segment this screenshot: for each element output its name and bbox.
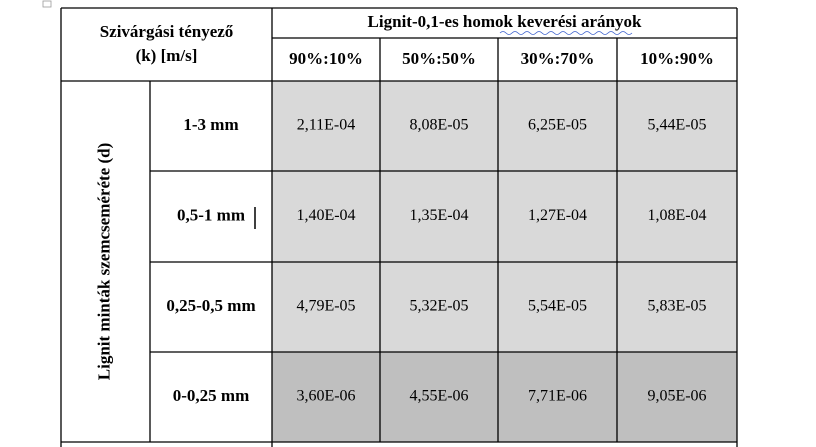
cell-shading [617, 171, 737, 262]
cell-shading [380, 81, 498, 171]
column-header: 10%:90% [640, 49, 714, 68]
cell-value: 4,79E-05 [296, 298, 355, 315]
row-label: 1-3 mm [183, 115, 238, 134]
row-label: 0,25-0,5 mm [166, 296, 255, 315]
cell-shading [380, 171, 498, 262]
group-header: Lignit-0,1-es homok keverési arányok [368, 12, 642, 31]
column-header: 50%:50% [402, 49, 476, 68]
cell-shading [380, 262, 498, 352]
cell-shading [498, 81, 617, 171]
cell-value: 3,60E-06 [296, 388, 355, 405]
cell-value: 5,32E-05 [409, 298, 468, 315]
corner-header: Szivárgási tényező [100, 22, 234, 41]
row-label: 0-0,25 mm [173, 386, 249, 405]
cell-shading [272, 352, 380, 442]
spellcheck-underline [499, 31, 633, 35]
cell-value: 5,54E-05 [528, 298, 587, 315]
cell-value: 1,27E-04 [528, 207, 587, 224]
cell-shading [272, 81, 380, 171]
cell-shading [272, 171, 380, 262]
cell-value: 1,08E-04 [647, 207, 706, 224]
corner-header: (k) [m/s] [136, 46, 198, 65]
cell-shading [617, 352, 737, 442]
cell-shading [272, 262, 380, 352]
row-label: 0,5-1 mm [177, 205, 245, 224]
column-header: 90%:10% [289, 49, 363, 68]
cell-value: 9,05E-06 [647, 388, 706, 405]
cell-value: 2,11E-04 [297, 117, 356, 134]
cell-value: 8,08E-05 [409, 117, 468, 134]
cell-shading [617, 262, 737, 352]
cell-shading [498, 262, 617, 352]
cell-value: 5,44E-05 [647, 117, 706, 134]
table-anchor-icon [42, 0, 52, 8]
cell-shading [498, 171, 617, 262]
cell-value: 4,55E-06 [409, 388, 468, 405]
column-header: 30%:70% [521, 49, 595, 68]
cell-value: 1,40E-04 [296, 207, 355, 224]
cell-shading [380, 352, 498, 442]
cell-value: 5,83E-05 [647, 298, 706, 315]
cell-value: 1,35E-04 [409, 207, 468, 224]
row-group-header: Lignit minták szemcseméréte (d) [94, 143, 113, 380]
cell-value: 7,71E-06 [528, 388, 587, 405]
cell-shading [617, 81, 737, 171]
cell-shading [498, 352, 617, 442]
cell-value: 6,25E-05 [528, 117, 587, 134]
